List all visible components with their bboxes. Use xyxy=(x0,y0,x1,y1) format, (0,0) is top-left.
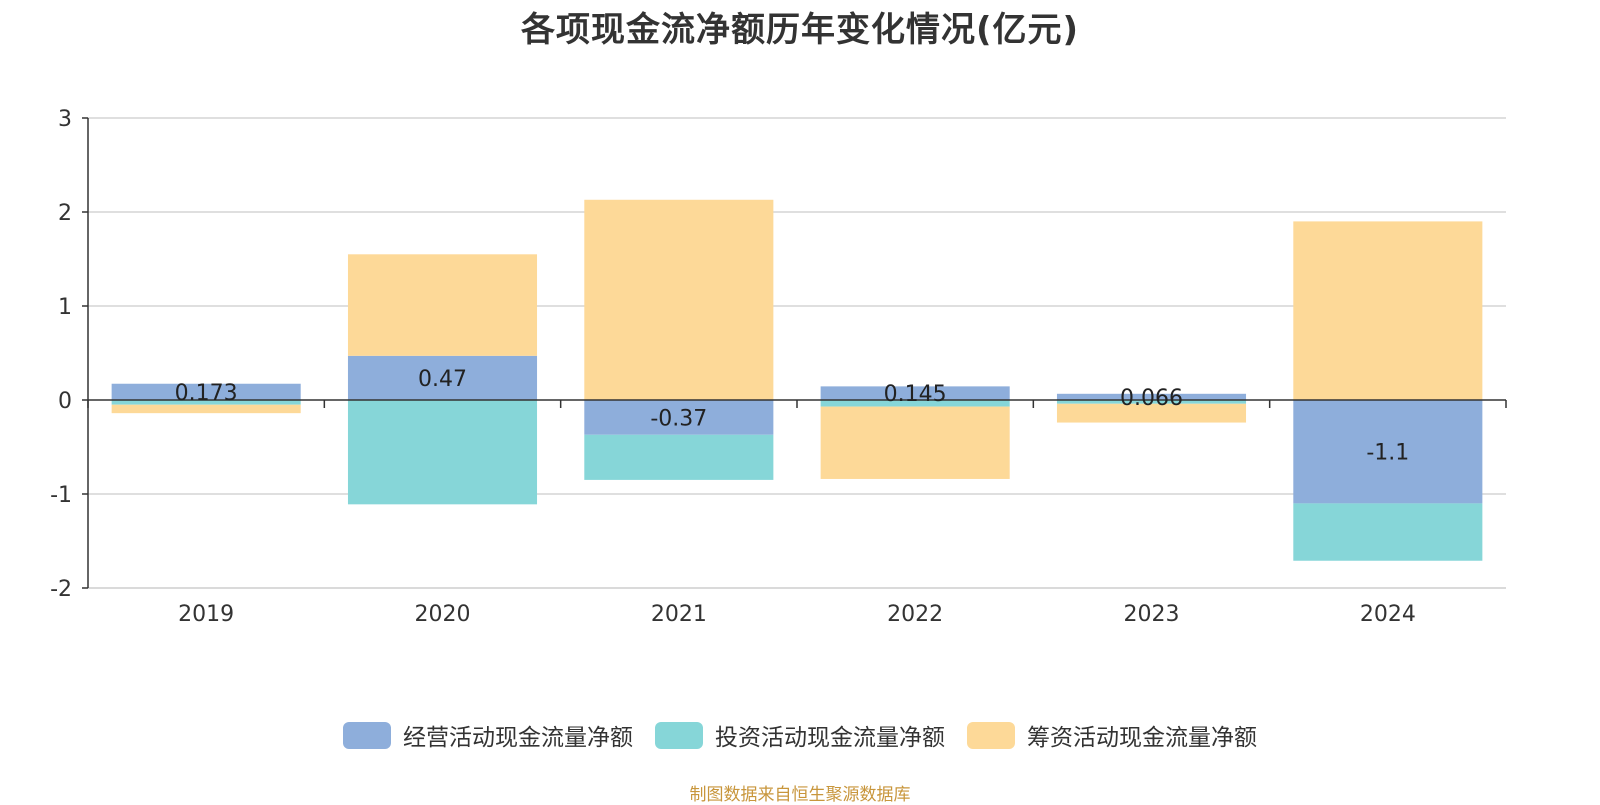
chart-title: 各项现金流净额历年变化情况(亿元) xyxy=(520,10,1080,50)
bars xyxy=(111,199,1483,561)
bar-investing-2023[interactable] xyxy=(1056,400,1247,404)
y-tick-label: 2 xyxy=(58,201,72,226)
axes: -2 -1 0 1 2 3 2019 2020 2021 2022 2023 2024 xyxy=(50,107,1507,627)
y-tick-label: 1 xyxy=(58,295,72,320)
grid-lines xyxy=(88,117,1506,589)
bar-investing-2021[interactable] xyxy=(584,434,774,480)
x-tick-label: 2024 xyxy=(1360,602,1416,627)
legend-label-operating: 经营活动现金流量净额 xyxy=(403,725,633,751)
x-tick-label: 2019 xyxy=(178,602,234,627)
bar-investing-2024[interactable] xyxy=(1293,503,1483,561)
data-label-2023: 0.066 xyxy=(1120,386,1183,411)
source-note: 制图数据来自恒生聚源数据库 xyxy=(689,785,911,805)
bar-operating-2021[interactable] xyxy=(584,400,774,435)
legend-item-investing[interactable]: 投资活动现金流量净额 xyxy=(655,718,945,752)
legend-item-financing[interactable]: 筹资活动现金流量净额 xyxy=(967,718,1257,752)
bar-financing-2019[interactable] xyxy=(111,404,301,414)
legend-label-investing: 投资活动现金流量净额 xyxy=(715,725,945,751)
y-tick-label: 0 xyxy=(58,389,72,414)
data-label-2020: 0.47 xyxy=(418,367,467,392)
x-tick-label: 2020 xyxy=(415,602,471,627)
legend-swatch-operating xyxy=(343,721,391,749)
y-tick-label: -1 xyxy=(50,483,72,508)
bar-operating-2020[interactable] xyxy=(347,355,538,400)
data-label-2024: -1.1 xyxy=(1366,441,1409,466)
bar-operating-2022[interactable] xyxy=(820,386,1010,400)
data-labels: 0.173 0.47 -0.37 0.145 0.066 -1.1 xyxy=(175,367,1410,466)
bar-operating-2024[interactable] xyxy=(1293,400,1483,504)
y-tick-label: 3 xyxy=(58,107,72,132)
y-tick-label: -2 xyxy=(50,577,72,602)
legend-swatch-investing xyxy=(655,721,703,749)
data-label-2022: 0.145 xyxy=(884,382,947,407)
data-label-2021: -0.37 xyxy=(650,406,707,431)
bar-operating-2023[interactable] xyxy=(1056,393,1247,400)
x-tick-label: 2023 xyxy=(1124,602,1180,627)
bar-financing-2022[interactable] xyxy=(820,406,1010,479)
bar-investing-2019[interactable] xyxy=(111,400,301,405)
legend-swatch-financing xyxy=(967,721,1015,749)
bar-financing-2024[interactable] xyxy=(1293,221,1483,400)
legend: 经营活动现金流量净额 投资活动现金流量净额 筹资活动现金流量净额 xyxy=(0,718,1600,752)
legend-item-operating[interactable]: 经营活动现金流量净额 xyxy=(343,718,633,752)
bar-financing-2021[interactable] xyxy=(584,199,774,400)
x-tick-label: 2022 xyxy=(887,602,943,627)
bar-investing-2022[interactable] xyxy=(820,400,1010,407)
data-label-2019: 0.173 xyxy=(175,381,238,406)
legend-label-financing: 筹资活动现金流量净额 xyxy=(1027,725,1257,751)
bar-operating-2019[interactable] xyxy=(111,383,301,400)
bar-investing-2020[interactable] xyxy=(347,400,538,505)
bar-financing-2023[interactable] xyxy=(1056,403,1247,423)
bar-financing-2020[interactable] xyxy=(347,254,538,356)
x-tick-label: 2021 xyxy=(651,602,707,627)
